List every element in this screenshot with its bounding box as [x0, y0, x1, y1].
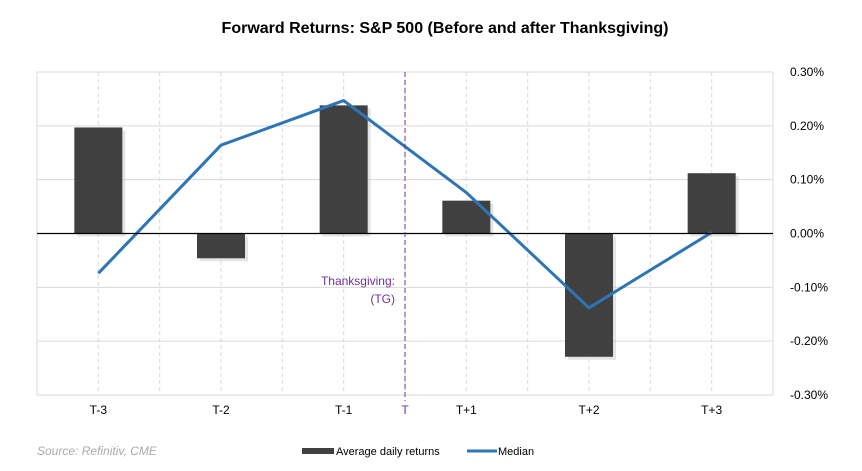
y-tick-label: 0.30% — [790, 65, 824, 79]
x-tick-label: T-1 — [335, 403, 353, 417]
bar-T+2 — [565, 233, 613, 357]
bar-T-3 — [74, 127, 123, 234]
x-tick-label: T+3 — [701, 403, 722, 417]
x-tick-label: T-2 — [212, 403, 230, 417]
source-note: Source: Refinitiv, CME — [37, 444, 158, 458]
x-tick-label: T+1 — [456, 403, 477, 417]
y-tick-label: 0.00% — [790, 227, 824, 241]
y-tick-label: 0.10% — [790, 173, 824, 187]
x-tick-label: T+2 — [578, 403, 599, 417]
thanksgiving-annotation-line1: Thanksgiving: — [321, 274, 395, 288]
legend-swatch-bar — [302, 448, 334, 454]
chart-title: Forward Returns: S&P 500 (Before and aft… — [222, 20, 669, 37]
legend-label-bar: Average daily returns — [336, 446, 440, 458]
thanksgiving-annotation-line2: (TG) — [370, 292, 395, 306]
bar-T-1 — [319, 105, 368, 234]
x-tick-label: T-3 — [90, 403, 108, 417]
y-tick-label: 0.20% — [790, 119, 824, 133]
legend-label-line: Median — [498, 446, 534, 458]
bar-T+1 — [442, 200, 491, 234]
bar-T-2 — [197, 233, 245, 259]
y-tick-label: -0.20% — [790, 334, 828, 348]
y-tick-label: -0.10% — [790, 280, 828, 294]
y-tick-label: -0.30% — [790, 388, 828, 402]
thanksgiving-marker-label: T — [401, 403, 409, 417]
bar-T+3 — [687, 173, 736, 234]
